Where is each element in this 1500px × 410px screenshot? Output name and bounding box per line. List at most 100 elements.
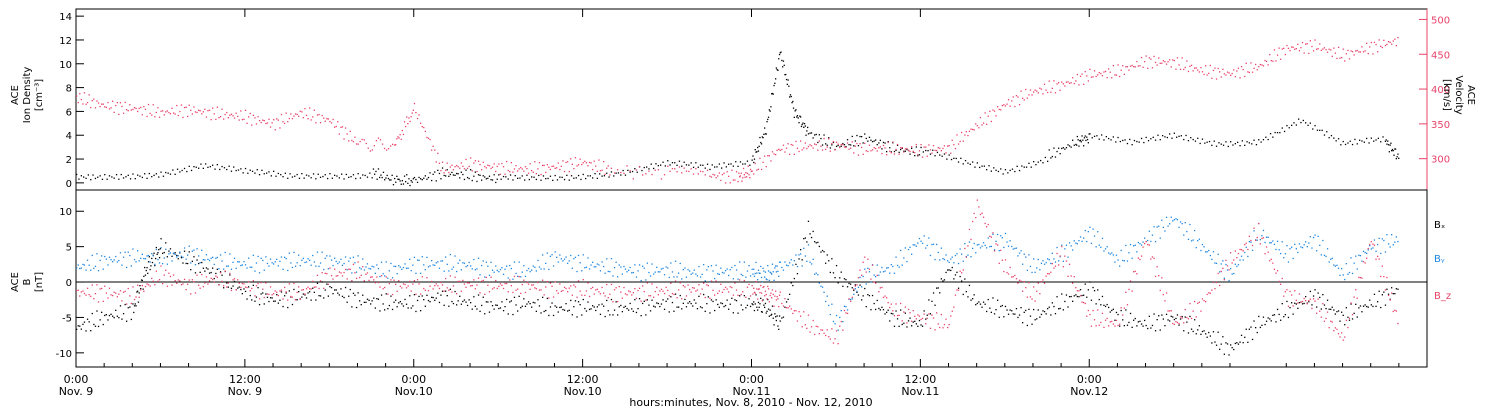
data-point — [728, 163, 730, 165]
data-point — [438, 267, 441, 269]
data-point — [1351, 272, 1354, 275]
data-point — [1311, 307, 1313, 310]
data-point — [1356, 268, 1358, 270]
data-point — [601, 175, 603, 177]
data-point — [398, 265, 400, 267]
data-point — [975, 304, 977, 306]
data-point — [879, 146, 881, 148]
data-point — [195, 166, 197, 168]
data-point — [1366, 252, 1368, 254]
data-point — [1068, 145, 1071, 147]
data-point — [649, 295, 652, 297]
data-point — [299, 265, 301, 267]
data-point — [690, 162, 692, 164]
data-point — [218, 117, 220, 119]
data-point — [1309, 236, 1311, 238]
data-point — [942, 280, 944, 282]
data-point — [1154, 61, 1157, 64]
data-point — [1175, 218, 1177, 220]
data-point — [1145, 136, 1147, 139]
data-point — [1136, 325, 1138, 327]
data-point — [287, 269, 289, 272]
data-point — [649, 310, 652, 312]
data-point — [800, 249, 802, 251]
data-point — [701, 273, 703, 276]
data-point — [1377, 51, 1379, 53]
data-point — [1378, 290, 1380, 292]
data-point — [193, 249, 195, 251]
data-point — [437, 261, 439, 263]
data-point — [765, 312, 767, 314]
data-point — [621, 297, 623, 299]
data-point — [718, 290, 720, 292]
data-point — [390, 262, 392, 265]
data-point — [792, 264, 794, 266]
data-point — [1033, 286, 1035, 288]
data-point — [950, 258, 952, 260]
data-point — [122, 177, 125, 179]
data-point — [77, 264, 79, 266]
data-point — [263, 269, 265, 271]
data-point — [1380, 45, 1382, 47]
data-point — [825, 143, 827, 145]
data-point — [989, 246, 991, 248]
data-point — [266, 296, 269, 298]
data-point — [608, 176, 610, 178]
data-point — [1328, 327, 1330, 329]
data-point — [784, 298, 786, 300]
data-point — [1009, 169, 1011, 172]
data-point — [1097, 309, 1099, 311]
data-point — [132, 286, 134, 288]
data-point — [1244, 244, 1246, 246]
data-point — [518, 261, 520, 263]
data-point — [1003, 104, 1005, 106]
data-point — [914, 320, 916, 322]
data-point — [499, 283, 502, 285]
data-point — [1244, 251, 1246, 254]
data-point — [369, 150, 371, 152]
data-point — [812, 137, 814, 139]
data-point — [648, 168, 650, 170]
data-point — [1183, 68, 1185, 71]
data-point — [1250, 241, 1252, 243]
data-point — [1278, 249, 1280, 251]
data-point — [993, 313, 996, 315]
data-point — [349, 268, 351, 270]
data-point — [166, 285, 168, 287]
data-point — [1096, 135, 1098, 137]
data-point — [1023, 99, 1025, 101]
data-point — [617, 172, 620, 174]
data-point — [796, 147, 799, 149]
data-point — [232, 115, 234, 117]
data-point — [96, 310, 98, 312]
data-point — [151, 277, 153, 280]
data-point — [1015, 278, 1018, 280]
data-point — [1017, 316, 1019, 319]
data-point — [1086, 138, 1089, 141]
data-point — [421, 126, 423, 128]
data-point — [94, 325, 97, 327]
data-point — [549, 255, 552, 257]
data-point — [1275, 60, 1277, 62]
data-point — [341, 173, 343, 175]
data-point — [158, 279, 161, 281]
data-point — [1305, 43, 1307, 45]
data-point — [1043, 311, 1046, 313]
data-point — [101, 103, 103, 105]
data-point — [638, 298, 641, 300]
data-point — [312, 280, 314, 282]
data-point — [423, 177, 425, 179]
data-point — [716, 166, 718, 168]
data-point — [1164, 300, 1166, 302]
data-point — [782, 66, 784, 68]
data-point — [840, 271, 842, 273]
data-point — [631, 272, 633, 274]
data-point — [1236, 257, 1238, 259]
left-label-line3: [cm⁻³] — [34, 79, 45, 111]
data-point — [1253, 320, 1255, 322]
data-point — [1284, 253, 1286, 255]
data-point — [1045, 313, 1047, 315]
b-tick-label: 5 — [66, 243, 72, 254]
data-point — [485, 276, 487, 279]
